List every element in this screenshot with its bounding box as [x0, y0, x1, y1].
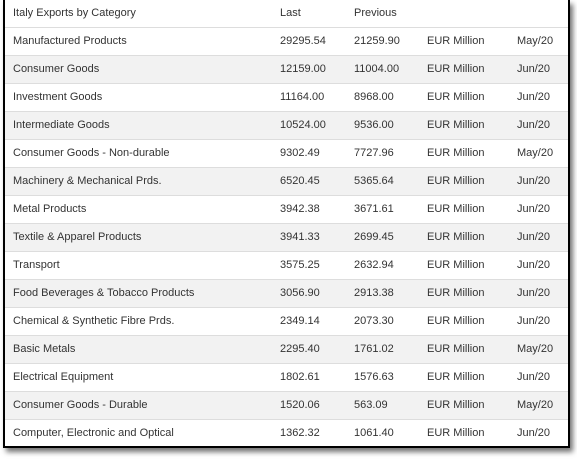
cell-previous: 11004.00 — [354, 55, 427, 84]
cell-last: 3056.90 — [280, 279, 354, 308]
cell-unit: EUR Million — [427, 55, 517, 84]
table-row[interactable]: Intermediate Goods 10524.00 9536.00 EUR Mil… — [5, 111, 568, 140]
cell-date: Jun/20 — [517, 111, 568, 140]
table-body: Manufactured Products 29295.54 21259.90 EUR… — [5, 27, 568, 446]
table-row[interactable]: Food Beverages & Tobacco Products 3056.90… — [5, 279, 568, 308]
header-previous: Previous — [354, 0, 427, 28]
cell-category[interactable]: Machinery & Mechanical Prds. — [5, 167, 280, 196]
cell-unit: EUR Million — [427, 139, 517, 168]
cell-previous: 7727.96 — [354, 139, 427, 168]
cell-date: May/20 — [517, 391, 568, 420]
cell-previous: 9536.00 — [354, 111, 427, 140]
cell-date: Jun/20 — [517, 83, 568, 112]
cell-last: 1520.06 — [280, 391, 354, 420]
cell-unit: EUR Million — [427, 419, 517, 446]
table-row[interactable]: Electrical Equipment 1802.61 1576.63 EUR Mi… — [5, 363, 568, 392]
cell-category[interactable]: Consumer Goods — [5, 55, 280, 84]
exports-by-category-table: Italy Exports by Category Last Previous … — [5, 0, 568, 446]
table-row[interactable]: Machinery & Mechanical Prds. 6520.45 5365.… — [5, 167, 568, 196]
cell-last: 3941.33 — [280, 223, 354, 252]
cell-last: 12159.00 — [280, 55, 354, 84]
cell-category[interactable]: Computer, Electronic and Optical — [5, 419, 280, 446]
cell-previous: 563.09 — [354, 391, 427, 420]
cell-previous: 1761.02 — [354, 335, 427, 364]
cell-date: May/20 — [517, 335, 568, 364]
cell-date: Jun/20 — [517, 279, 568, 308]
cell-previous: 5365.64 — [354, 167, 427, 196]
cell-unit: EUR Million — [427, 363, 517, 392]
cell-category[interactable]: Transport — [5, 251, 280, 280]
cell-date: Jun/20 — [517, 167, 568, 196]
cell-last: 2349.14 — [280, 307, 354, 336]
cell-unit: EUR Million — [427, 83, 517, 112]
cell-last: 3575.25 — [280, 251, 354, 280]
cell-last: 9302.49 — [280, 139, 354, 168]
cell-category[interactable]: Metal Products — [5, 195, 280, 224]
table-row[interactable]: Manufactured Products 29295.54 21259.90 EUR… — [5, 27, 568, 56]
cell-last: 3942.38 — [280, 195, 354, 224]
cell-unit: EUR Million — [427, 195, 517, 224]
cell-date: Jun/20 — [517, 307, 568, 336]
header-last: Last — [280, 0, 354, 28]
cell-previous: 2073.30 — [354, 307, 427, 336]
cell-last: 1802.61 — [280, 363, 354, 392]
table-row[interactable]: Transport 3575.25 2632.94 EUR Million Jun/20 — [5, 251, 568, 280]
cell-unit: EUR Million — [427, 251, 517, 280]
cell-last: 2295.40 — [280, 335, 354, 364]
cell-unit: EUR Million — [427, 391, 517, 420]
cell-category[interactable]: Manufactured Products — [5, 27, 280, 56]
cell-unit: EUR Million — [427, 27, 517, 56]
cell-date: Jun/20 — [517, 223, 568, 252]
table-header-row: Italy Exports by Category Last Previous — [5, 0, 568, 28]
cell-last: 6520.45 — [280, 167, 354, 196]
cell-category[interactable]: Basic Metals — [5, 335, 280, 364]
cell-category[interactable]: Food Beverages & Tobacco Products — [5, 279, 280, 308]
cell-category[interactable]: Intermediate Goods — [5, 111, 280, 140]
table-row[interactable]: Investment Goods 11164.00 8968.00 EUR Milli… — [5, 83, 568, 112]
cell-unit: EUR Million — [427, 335, 517, 364]
table-row[interactable]: Computer, Electronic and Optical 1362.32 1… — [5, 419, 568, 446]
table-row[interactable]: Consumer Goods - Non-durable 9302.49 7727.… — [5, 139, 568, 168]
cell-category[interactable]: Chemical & Synthetic Fibre Prds. — [5, 307, 280, 336]
cell-unit: EUR Million — [427, 111, 517, 140]
cell-date: Jun/20 — [517, 363, 568, 392]
cell-unit: EUR Million — [427, 307, 517, 336]
cell-previous: 2913.38 — [354, 279, 427, 308]
cell-date: Jun/20 — [517, 419, 568, 446]
cell-category[interactable]: Textile & Apparel Products — [5, 223, 280, 252]
cell-unit: EUR Million — [427, 279, 517, 308]
cell-category[interactable]: Electrical Equipment — [5, 363, 280, 392]
table-row[interactable]: Consumer Goods 12159.00 11004.00 EUR Millio… — [5, 55, 568, 84]
cell-category[interactable]: Consumer Goods - Non-durable — [5, 139, 280, 168]
cell-last: 11164.00 — [280, 83, 354, 112]
cell-unit: EUR Million — [427, 167, 517, 196]
cell-last: 1362.32 — [280, 419, 354, 446]
table-row[interactable]: Consumer Goods - Durable 1520.06 563.09 EUR… — [5, 391, 568, 420]
exports-table-panel: Italy Exports by Category Last Previous … — [3, 0, 570, 448]
cell-date: May/20 — [517, 27, 568, 56]
cell-previous: 2632.94 — [354, 251, 427, 280]
cell-previous: 8968.00 — [354, 83, 427, 112]
cell-category[interactable]: Consumer Goods - Durable — [5, 391, 280, 420]
header-unit — [427, 0, 517, 28]
table-row[interactable]: Metal Products 3942.38 3671.61 EUR Million J… — [5, 195, 568, 224]
cell-date: Jun/20 — [517, 251, 568, 280]
cell-date: Jun/20 — [517, 55, 568, 84]
table-row[interactable]: Chemical & Synthetic Fibre Prds. 2349.14 2… — [5, 307, 568, 336]
cell-unit: EUR Million — [427, 223, 517, 252]
cell-date: May/20 — [517, 139, 568, 168]
cell-last: 29295.54 — [280, 27, 354, 56]
cell-previous: 1061.40 — [354, 419, 427, 446]
cell-date: Jun/20 — [517, 195, 568, 224]
table-row[interactable]: Basic Metals 2295.40 1761.02 EUR Million May… — [5, 335, 568, 364]
cell-previous: 3671.61 — [354, 195, 427, 224]
cell-category[interactable]: Investment Goods — [5, 83, 280, 112]
cell-last: 10524.00 — [280, 111, 354, 140]
header-date — [517, 0, 568, 28]
cell-previous: 1576.63 — [354, 363, 427, 392]
cell-previous: 21259.90 — [354, 27, 427, 56]
table-row[interactable]: Textile & Apparel Products 3941.33 2699.45… — [5, 223, 568, 252]
cell-previous: 2699.45 — [354, 223, 427, 252]
header-category: Italy Exports by Category — [5, 0, 280, 28]
